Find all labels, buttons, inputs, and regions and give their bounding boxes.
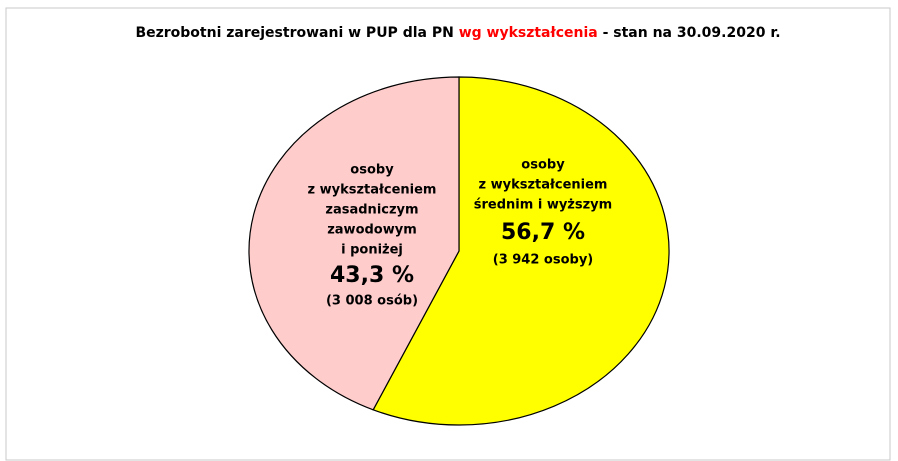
slice-label: z wykształceniem bbox=[308, 183, 437, 198]
count-label: (3 008 osób) bbox=[326, 294, 418, 309]
title-part: wg wykształcenia bbox=[459, 25, 598, 41]
value-label: 43,3 % bbox=[330, 263, 414, 288]
value-label: 56,7 % bbox=[501, 220, 585, 245]
title-part: - stan na 30.09.2020 r. bbox=[603, 25, 781, 41]
chart-title: Bezrobotni zarejestrowani w PUP dla PN w… bbox=[135, 25, 780, 41]
slice-label: z wykształceniem bbox=[479, 178, 608, 193]
pie-slice bbox=[372, 76, 670, 426]
slice-label: osoby bbox=[350, 163, 394, 178]
slice-label: średnim i wyższym bbox=[474, 198, 612, 213]
pie-slice bbox=[248, 76, 460, 411]
title-part: Bezrobotni zarejestrowani w PUP dla PN bbox=[135, 25, 453, 41]
slice-label: i poniżej bbox=[341, 243, 403, 258]
count-label: (3 942 osoby) bbox=[493, 253, 594, 268]
slice-label: zawodowym bbox=[327, 223, 417, 238]
slice-label: osoby bbox=[521, 158, 565, 173]
slice-label: zasadniczym bbox=[325, 203, 418, 218]
